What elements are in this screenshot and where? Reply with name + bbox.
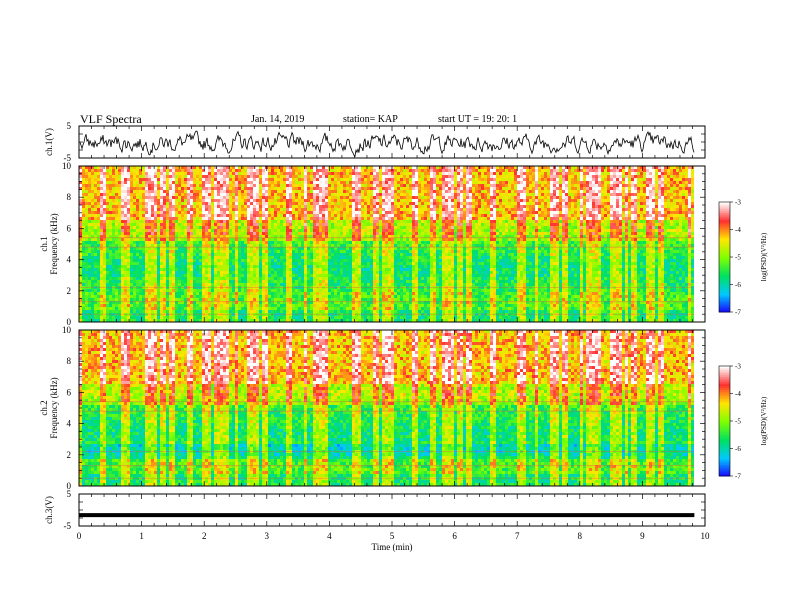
waveform-trace [79,130,695,158]
colorbar: -3 -4 -5 -6 -7 log(PSD)(V²/Hz) [718,199,768,317]
start-time-label: start UT = 19: 20: 1 [438,114,517,125]
y-tick-label: 10 [62,325,72,335]
y-tick-label: -5 [64,153,72,163]
x-tick-label: 1 [139,531,144,541]
colorbar-tick-label: -6 [735,281,741,289]
colorbar-tick-label: -3 [735,363,741,371]
y-tick-label: 2 [67,450,72,460]
colorbar: -3 -4 -5 -6 -7 log(PSD)(V²/Hz) [718,363,768,481]
y-axis-label: Frequency (kHz) [49,213,59,274]
y-tick-label: 5 [67,121,72,131]
station-label: station= KAP [343,114,398,125]
panel-4-waveform: 5 -5 ch.3(V) [44,489,706,531]
x-tick-label: 8 [578,531,583,541]
y-tick-label: -5 [64,521,72,531]
panel-1-waveform: 5 -5 ch.1(V) [44,121,706,163]
x-tick-label: 6 [452,531,457,541]
colorbar-tick-label: -4 [735,226,741,234]
y-axis-label: Frequency (kHz) [49,377,59,438]
y-tick-label: 5 [67,489,72,499]
x-tick-label: 2 [202,531,207,541]
y-tick-label: 8 [67,356,72,366]
x-axis-label: Time (min) [372,542,413,552]
colorbar-tick-label: -3 [735,199,741,207]
colorbar-tick-label: -4 [735,390,741,398]
y-tick-label: 2 [67,286,72,296]
x-tick-label: 9 [640,531,645,541]
colorbar-label: log(PSD)(V²/Hz) [760,232,768,281]
panel-2-spectrogram: 0 2 4 6 8 10 ch.1 Frequency (kHz) -3 -4 -5 -6 -7 log(… [39,161,768,327]
y-tick-label: 0 [67,317,72,327]
colorbar-tick-label: -7 [735,473,741,481]
y-tick-label: 4 [67,419,72,429]
colorbar-tick-label: -6 [735,445,741,453]
x-tick-label: 7 [515,531,520,541]
colorbar-label: log(PSD)(V²/Hz) [760,396,768,445]
colorbar-tick-label: -5 [735,418,741,426]
y-tick-label: 6 [67,223,72,233]
channel-label: ch.2 [39,400,49,415]
y-axis-label: ch.1(V) [44,128,54,156]
y-tick-label: 8 [67,192,72,202]
y-tick-label: 6 [67,387,72,397]
colorbar-tick-label: -5 [735,254,741,262]
x-tick-label: 0 [77,531,82,541]
y-tick-label: 10 [62,161,72,171]
colorbar-tick-label: -7 [735,309,741,317]
y-axis-label: ch.3(V) [44,496,54,524]
x-tick-label: 3 [265,531,270,541]
chart-title: VLF Spectra [80,112,142,127]
spectrogram-image [79,330,694,486]
panel-3-spectrogram: 0 2 4 6 8 10 ch.2 Frequency (kHz) -3 -4 -5 -6 -7 log(… [39,325,768,491]
x-tick-label: 10 [701,531,711,541]
spectrogram-image [79,166,694,322]
x-tick-label: 5 [390,531,395,541]
y-tick-label: 4 [67,255,72,265]
channel-label: ch.1 [39,236,49,251]
y-tick-label: 0 [67,481,72,491]
date-label: Jan. 14, 2019 [251,114,304,125]
x-tick-label: 4 [327,531,332,541]
